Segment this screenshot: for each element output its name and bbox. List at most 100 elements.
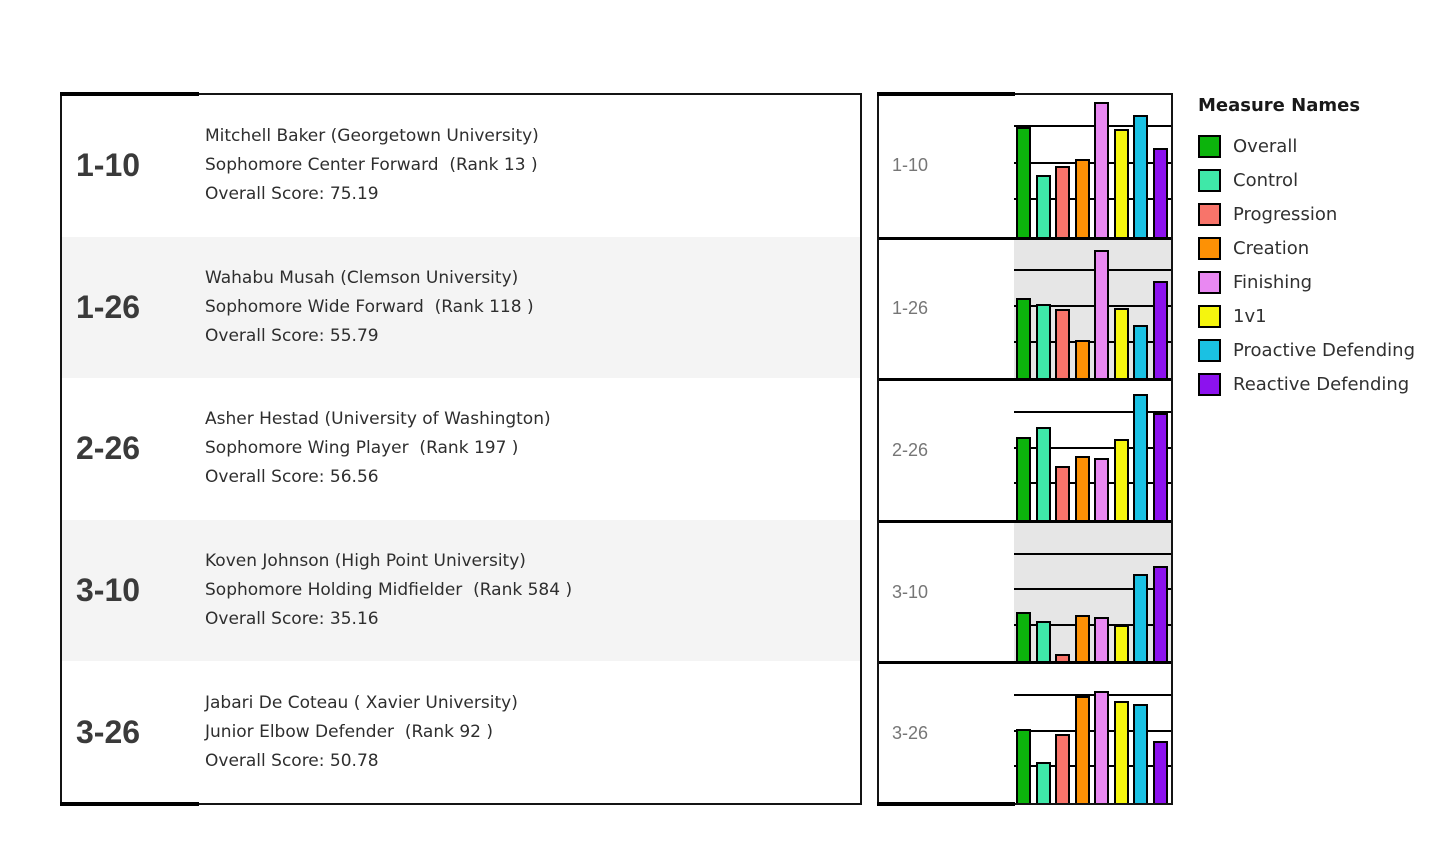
player-info: Jabari De Coteau ( Xavier University) Ju… xyxy=(199,661,860,803)
legend-item-label: Finishing xyxy=(1233,271,1313,293)
bar-finishing[interactable] xyxy=(1094,616,1110,662)
bar-overall[interactable] xyxy=(1016,298,1031,379)
bar-creation[interactable] xyxy=(1074,159,1090,237)
bar-control[interactable] xyxy=(1035,427,1051,520)
bar-finishing[interactable] xyxy=(1094,250,1110,379)
legend-item-finishing[interactable]: Finishing xyxy=(1196,265,1456,299)
player-info: Wahabu Musah (Clemson University) Sophom… xyxy=(199,237,860,379)
bar-finishing[interactable] xyxy=(1094,690,1110,803)
bar-reactive-defending[interactable] xyxy=(1152,740,1168,803)
gridline-75 xyxy=(1014,269,1171,272)
gridline-75 xyxy=(1014,410,1171,413)
chart-row-label: 1-26 xyxy=(879,239,1014,379)
player-info: Asher Hestad (University of Washington) … xyxy=(199,378,860,520)
control-swatch-icon xyxy=(1198,168,1221,192)
gridline-50 xyxy=(1014,446,1171,449)
row-id-label: 3-10 xyxy=(76,572,141,609)
bar-progression[interactable] xyxy=(1055,308,1071,379)
player-name-line: Koven Johnson (High Point University) xyxy=(205,551,526,572)
bar-control[interactable] xyxy=(1035,621,1051,662)
bar-1v1[interactable] xyxy=(1113,307,1129,379)
legend-item-proactive-defending[interactable]: Proactive Defending xyxy=(1196,333,1456,367)
bar-finishing[interactable] xyxy=(1094,457,1110,520)
creation-swatch-icon xyxy=(1198,236,1221,260)
bar-reactive-defending[interactable] xyxy=(1152,566,1168,662)
legend-item-control[interactable]: Control xyxy=(1196,163,1456,197)
bar-finishing[interactable] xyxy=(1094,102,1110,237)
bar-overall[interactable] xyxy=(1016,729,1031,803)
player-position-line: Sophomore Holding Midfielder (Rank 584 ) xyxy=(205,580,573,601)
bar-reactive-defending[interactable] xyxy=(1152,412,1168,520)
table-row[interactable]: 3-10 Koven Johnson (High Point Universit… xyxy=(62,519,860,662)
row-id-label: 1-26 xyxy=(76,288,141,325)
bar-plot xyxy=(1014,381,1171,520)
bar-progression[interactable] xyxy=(1055,466,1071,520)
legend-item-label: Overall xyxy=(1233,135,1298,157)
bar-proactive-defending[interactable] xyxy=(1133,115,1149,237)
gridline-75 xyxy=(1014,552,1171,555)
row-id-label: 1-10 xyxy=(76,147,141,184)
legend-item-creation[interactable]: Creation xyxy=(1196,231,1456,265)
legend-item-1v1[interactable]: 1v1 xyxy=(1196,299,1456,333)
bar-reactive-defending[interactable] xyxy=(1152,280,1168,379)
gridline-75 xyxy=(1014,125,1171,128)
legend-item-label: Control xyxy=(1233,169,1299,191)
legend-item-progression[interactable]: Progression xyxy=(1196,197,1456,231)
score-chart-panel: 1-10 1-26 2-26 3-10 3-26 xyxy=(877,92,1173,806)
gridline-25 xyxy=(1014,482,1171,485)
bar-progression[interactable] xyxy=(1055,733,1071,803)
bars-group xyxy=(1016,240,1168,379)
bar-1v1[interactable] xyxy=(1113,700,1129,803)
bar-1v1[interactable] xyxy=(1113,128,1129,237)
gridline-50 xyxy=(1014,304,1171,307)
gridline-25 xyxy=(1014,765,1171,768)
chart-row: 1-26 xyxy=(879,236,1171,379)
bar-1v1[interactable] xyxy=(1113,624,1129,662)
bar-creation[interactable] xyxy=(1074,340,1090,379)
bar-progression[interactable] xyxy=(1055,653,1071,662)
chart-row: 3-26 xyxy=(879,661,1171,803)
chart-row-label: 3-10 xyxy=(879,522,1014,662)
bar-control[interactable] xyxy=(1035,175,1051,237)
legend-item-reactive-defending[interactable]: Reactive Defending xyxy=(1196,367,1456,401)
gridline-50 xyxy=(1014,729,1171,732)
bar-creation[interactable] xyxy=(1074,695,1090,803)
bar-proactive-defending[interactable] xyxy=(1133,573,1149,662)
bar-overall[interactable] xyxy=(1016,127,1031,237)
legend-item-label: Progression xyxy=(1233,203,1338,225)
bar-control[interactable] xyxy=(1035,303,1051,379)
bar-overall[interactable] xyxy=(1016,611,1031,662)
bar-creation[interactable] xyxy=(1074,455,1090,520)
player-info: Koven Johnson (High Point University) So… xyxy=(199,520,860,662)
player-score-line: Overall Score: 56.56 xyxy=(205,467,379,488)
player-score-line: Overall Score: 35.16 xyxy=(205,609,379,630)
bar-progression[interactable] xyxy=(1055,166,1071,237)
gridline-50 xyxy=(1014,588,1171,591)
bar-plot xyxy=(1014,95,1171,237)
bar-reactive-defending[interactable] xyxy=(1152,147,1168,237)
bars-group xyxy=(1016,381,1168,520)
legend-item-label: Proactive Defending xyxy=(1233,339,1416,361)
legend-item-overall[interactable]: Overall xyxy=(1196,129,1456,163)
table-row[interactable]: 3-26 Jabari De Coteau ( Xavier Universit… xyxy=(62,661,860,803)
bars-group xyxy=(1016,664,1168,803)
chart-row-label: 3-26 xyxy=(879,664,1014,803)
bar-plot xyxy=(1014,522,1171,662)
measure-names-legend: Measure Names Overall Control Progressio… xyxy=(1196,95,1456,401)
player-name-line: Asher Hestad (University of Washington) xyxy=(205,409,551,430)
bar-plot xyxy=(1014,239,1171,379)
bar-creation[interactable] xyxy=(1074,614,1090,662)
bar-1v1[interactable] xyxy=(1113,439,1129,520)
table-row[interactable]: 1-26 Wahabu Musah (Clemson University) S… xyxy=(62,236,860,379)
bar-proactive-defending[interactable] xyxy=(1133,393,1149,520)
overall-swatch-icon xyxy=(1198,134,1221,158)
table-row[interactable]: 2-26 Asher Hestad (University of Washing… xyxy=(62,378,860,520)
row-id-label: 2-26 xyxy=(76,430,141,467)
bar-proactive-defending[interactable] xyxy=(1133,325,1149,379)
bars-group xyxy=(1016,95,1168,237)
chart-row: 1-10 xyxy=(879,95,1171,237)
table-row[interactable]: 1-10 Mitchell Baker (Georgetown Universi… xyxy=(62,95,860,237)
bar-control[interactable] xyxy=(1035,761,1051,803)
bar-proactive-defending[interactable] xyxy=(1133,704,1149,803)
bar-overall[interactable] xyxy=(1016,437,1031,520)
